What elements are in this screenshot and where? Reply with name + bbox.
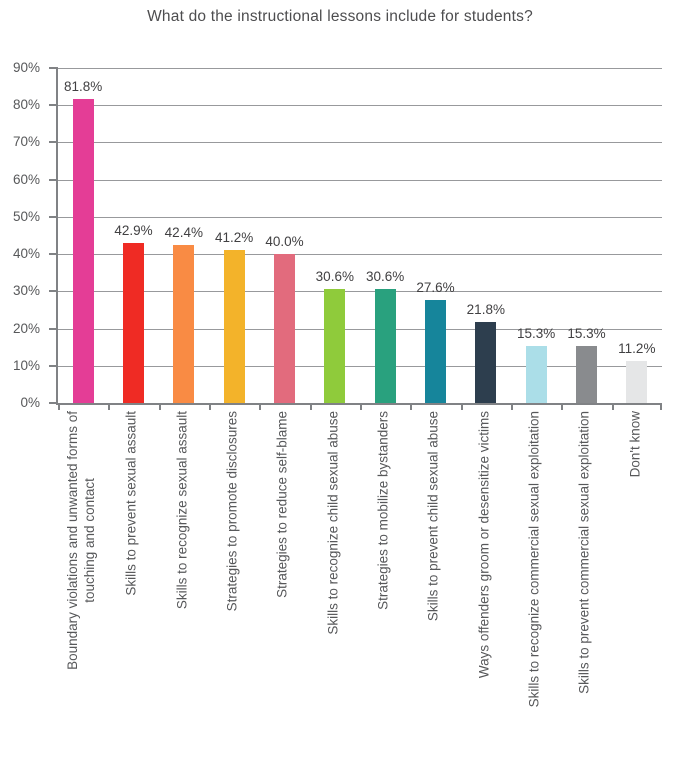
bar-value-label: 40.0% [265, 234, 304, 250]
y-tick-label: 40% [12, 246, 40, 262]
gridline [58, 142, 662, 144]
y-tick-label: 60% [12, 171, 40, 187]
gridline [58, 291, 662, 293]
category-label-cell: Strategies to reduce self-blame [257, 411, 307, 759]
bar [626, 361, 648, 403]
y-axis-tick [49, 290, 58, 293]
bar [425, 300, 446, 403]
category-label: Strategies to promote disclosures [224, 411, 240, 612]
gridline [58, 179, 662, 181]
y-tick-label: 0% [20, 395, 40, 410]
x-axis-tick [360, 403, 362, 410]
bar [274, 254, 295, 403]
y-axis-tick [49, 253, 58, 256]
y-tick-label: 80% [12, 97, 40, 113]
gridline [58, 328, 662, 330]
y-axis-tick [49, 141, 58, 144]
category-label: Skills to recognize commercial sexual ex… [526, 411, 542, 708]
y-axis-tick [49, 215, 58, 218]
bar [576, 346, 597, 403]
y-tick-label: 10% [12, 357, 40, 373]
category-label: Strategies to mobilize bystanders [375, 411, 391, 610]
bar-value-label: 11.2% [618, 341, 656, 357]
bar-value-label: 21.8% [466, 301, 505, 317]
gridline [58, 216, 662, 218]
y-axis-tick [49, 327, 58, 330]
category-label: Don't know [627, 411, 643, 478]
x-axis-tick [511, 403, 513, 410]
y-tick-label: 90% [12, 60, 40, 75]
category-label-cell: Skills to prevent commercial sexual expl… [559, 411, 609, 759]
y-tick-label: 30% [12, 283, 40, 299]
bar-value-label: 15.3% [567, 326, 606, 342]
bar [475, 321, 497, 403]
x-axis-tick [611, 403, 614, 410]
x-axis-tick [108, 403, 111, 410]
bar [123, 243, 144, 403]
category-label: Skills to recognize child sexual abuse [325, 411, 341, 635]
category-label: Ways offenders groom or desensitize vict… [476, 411, 492, 679]
category-label-cell: Skills to prevent child sexual abuse [408, 411, 458, 759]
category-label-cell: Skills to recognize child sexual abuse [308, 411, 358, 759]
bar [374, 289, 396, 403]
category-label: Skills to prevent child sexual abuse [425, 411, 441, 622]
bar-value-label: 42.9% [114, 223, 153, 239]
gridline [58, 254, 662, 256]
x-axis-labels: Boundary violations and unwanted forms o… [56, 411, 660, 759]
y-axis-tick [49, 364, 58, 367]
bar-value-label: 30.6% [315, 269, 354, 285]
category-label: Strategies to reduce self-blame [274, 411, 290, 598]
x-axis-tick [561, 403, 564, 410]
category-label-cell: Strategies to mobilize bystanders [358, 411, 408, 759]
bar-value-label: 30.6% [366, 269, 405, 285]
chart-title: What do the instructional lessons includ… [147, 8, 533, 25]
bar-value-label: 42.4% [164, 225, 203, 241]
gridline [58, 68, 662, 69]
bar-value-label: 81.8% [64, 78, 103, 94]
category-label-cell: Don't know [610, 411, 660, 759]
bar-value-label: 15.3% [517, 326, 556, 342]
x-axis-tick [309, 403, 312, 410]
bar-value-label: 41.2% [215, 229, 254, 245]
category-label-cell: Skills to prevent sexual assault [106, 411, 156, 759]
bar [72, 98, 94, 403]
category-label-cell: Strategies to promote disclosures [207, 411, 257, 759]
category-label-cell: Boundary violations and unwanted forms o… [56, 411, 106, 759]
category-label: Skills to prevent commercial sexual expl… [576, 411, 592, 694]
y-axis-tick [49, 402, 58, 404]
gridline [58, 365, 662, 367]
x-axis-tick [410, 403, 413, 410]
y-axis-tick [49, 104, 58, 107]
x-axis-tick [158, 403, 161, 410]
x-axis-tick [460, 403, 463, 410]
bar [525, 346, 547, 403]
category-label-cell: Skills to recognize commercial sexual ex… [509, 411, 559, 759]
category-label: Skills to prevent sexual assault [123, 411, 139, 596]
y-tick-label: 50% [12, 208, 40, 224]
y-axis-tick [49, 67, 58, 69]
x-axis-tick [660, 403, 662, 410]
bar-value-label: 27.6% [416, 280, 455, 296]
y-tick-label: 20% [12, 320, 40, 336]
x-axis-tick [259, 403, 262, 410]
y-tick-label: 70% [12, 134, 40, 150]
y-axis-tick [49, 178, 58, 181]
bar [173, 245, 195, 403]
category-label: Skills to recognize sexual assault [174, 411, 190, 610]
x-axis-tick [209, 403, 211, 410]
bar [324, 289, 346, 403]
category-label-cell: Ways offenders groom or desensitize vict… [459, 411, 509, 759]
category-label-cell: Skills to recognize sexual assault [157, 411, 207, 759]
category-label: Boundary violations and unwanted forms o… [65, 411, 98, 670]
bar [223, 249, 245, 403]
y-axis-labels: 90% 80% 70% 60% 50% 40% 30% 20% 10% 0% [0, 60, 40, 410]
gridline [58, 105, 662, 107]
plot-area: 81.8% 42.9% 42.4% 41.2% 40.0% 30.6% 30.6% 27.6%… [49, 67, 662, 410]
x-axis-tick [58, 403, 60, 410]
